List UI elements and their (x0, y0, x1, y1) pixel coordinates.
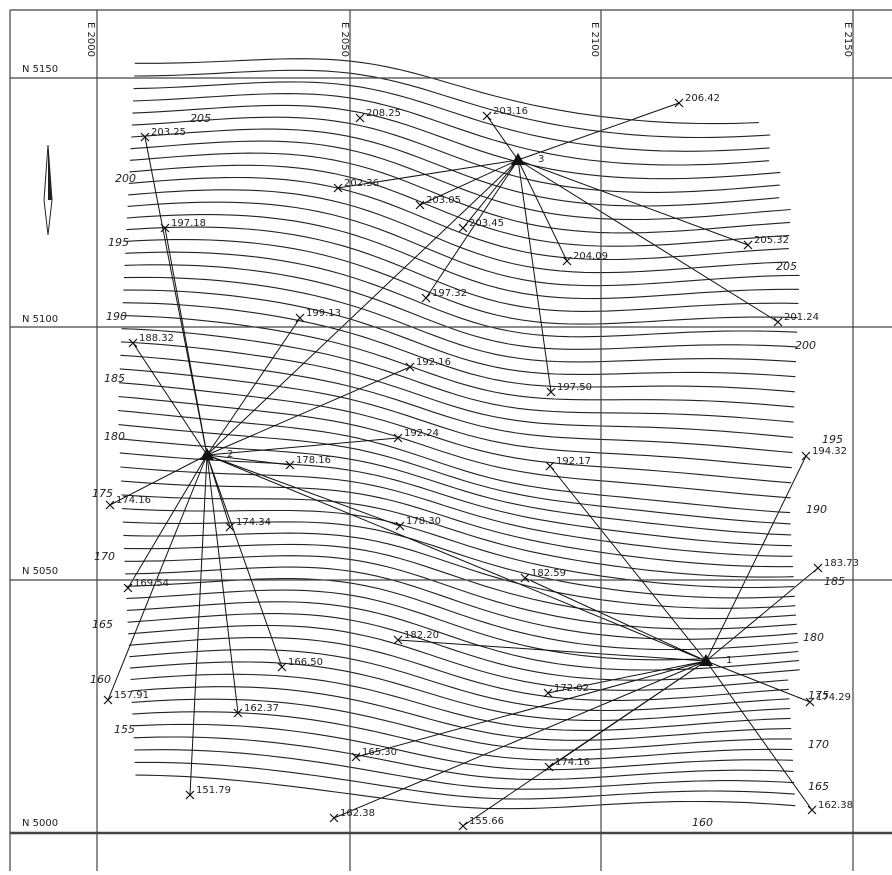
spot-height: 155.66 (469, 816, 504, 827)
spot-height: 178.30 (406, 516, 441, 527)
contour-label: 165 (92, 618, 113, 631)
spot-height: 174.29 (816, 692, 851, 703)
spot-height: 204.09 (573, 251, 608, 262)
contour-label: 160 (692, 816, 713, 829)
contour-label: 205 (776, 260, 797, 273)
contour-label: 200 (795, 339, 816, 352)
contour-label: 160 (90, 673, 111, 686)
spot-height: 162.38 (340, 808, 375, 819)
spot-height: 201.24 (784, 312, 819, 323)
spot-height: 208.25 (366, 108, 401, 119)
contour-label: 175 (92, 487, 113, 500)
spot-height: 197.50 (557, 382, 592, 393)
contour-label: 185 (104, 372, 125, 385)
spot-height: 203.45 (469, 218, 504, 229)
contour-label: 190 (106, 310, 127, 323)
spot-height: 169.54 (134, 578, 169, 589)
easting-label: E 2100 (589, 22, 600, 57)
contour-label: 190 (806, 503, 827, 516)
contour-label: 195 (108, 236, 129, 249)
spot-height: 192.16 (416, 357, 451, 368)
spot-height: 174.34 (236, 517, 271, 528)
station-label: 3 (538, 154, 544, 165)
easting-label: E 2050 (339, 22, 350, 57)
spot-height: 162.38 (818, 800, 853, 811)
contour-label: 165 (808, 780, 829, 793)
spot-height: 151.79 (196, 785, 231, 796)
spot-height: 188.32 (139, 333, 174, 344)
background (0, 0, 892, 871)
northing-label: N 5100 (22, 314, 58, 325)
easting-label: E 2000 (85, 22, 96, 57)
spot-height: 197.32 (432, 288, 467, 299)
contour-label: 170 (94, 550, 115, 563)
spot-height: 166.50 (288, 657, 323, 668)
contour-label: 180 (104, 430, 125, 443)
spot-height: 178.16 (296, 455, 331, 466)
contour-label: 170 (808, 738, 829, 751)
spot-height: 203.16 (493, 106, 528, 117)
spot-height: 194.32 (812, 446, 847, 457)
contour-label: 200 (115, 172, 136, 185)
spot-height: 172.02 (554, 683, 589, 694)
spot-height: 203.05 (426, 195, 461, 206)
spot-height: 165.30 (362, 747, 397, 758)
spot-height: 197.18 (171, 218, 206, 229)
contour-label: 185 (824, 575, 845, 588)
spot-height: 192.17 (556, 456, 591, 467)
spot-height: 199.13 (306, 308, 341, 319)
survey-map: N 5150 N 5100 N 5050 N 5000 E 2000 E 2050 E 21… (0, 0, 892, 871)
spot-height: 162.37 (244, 703, 279, 714)
northing-label: N 5150 (22, 64, 58, 75)
contour-label: 195 (822, 433, 843, 446)
station-label: 1 (726, 655, 732, 666)
easting-label: E 2150 (842, 22, 853, 57)
spot-height: 182.20 (404, 630, 439, 641)
spot-height: 157.91 (114, 690, 149, 701)
spot-height: 206.42 (685, 93, 720, 104)
spot-height: 192.24 (404, 428, 439, 439)
spot-height: 174.16 (116, 495, 151, 506)
spot-height: 174.16 (555, 757, 590, 768)
contour-label: 205 (190, 112, 211, 125)
contour-label: 155 (114, 723, 135, 736)
spot-height: 205.32 (754, 235, 789, 246)
spot-height: 202.36 (344, 178, 379, 189)
spot-height: 182.59 (531, 568, 566, 579)
spot-height: 203.25 (151, 127, 186, 138)
spot-height: 183.73 (824, 558, 859, 569)
northing-label: N 5000 (22, 818, 58, 829)
station-label: 2 (227, 449, 233, 460)
contour-label: 180 (803, 631, 824, 644)
northing-label: N 5050 (22, 566, 58, 577)
